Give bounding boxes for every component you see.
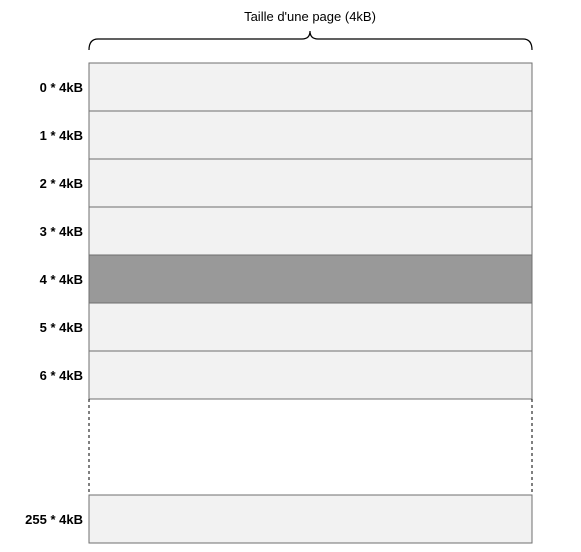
page-size-title: Taille d'une page (4kB) (244, 9, 376, 24)
page-row-0-box (88, 62, 533, 112)
page-row-0-label: 0 * 4kB (40, 80, 83, 95)
page-rows: 0 * 4kB 1 * 4kB 2 * 4kB 3 * 4kB 4 * 4kB 5 * 4… (40, 62, 533, 400)
page-row-1-label: 1 * 4kB (40, 128, 83, 143)
page-row-last-label: 255 * 4kB (25, 512, 83, 527)
page-row-6-box (88, 350, 533, 400)
page-row-4-label: 4 * 4kB (40, 272, 83, 287)
page-row-6-label: 6 * 4kB (40, 368, 83, 383)
page-row-4-box (88, 254, 533, 304)
page-row-3-label: 3 * 4kB (40, 224, 83, 239)
page-width-brace (88, 30, 533, 51)
page-row-2-label: 2 * 4kB (40, 176, 83, 191)
last-page-row: 255 * 4kB (25, 494, 533, 544)
page-row-last-box (88, 494, 533, 544)
page-row-5-label: 5 * 4kB (40, 320, 83, 335)
page-row-1-box (88, 110, 533, 160)
page-row-5-box (88, 302, 533, 352)
page-row-3-box (88, 206, 533, 256)
page-row-2-box (88, 158, 533, 208)
